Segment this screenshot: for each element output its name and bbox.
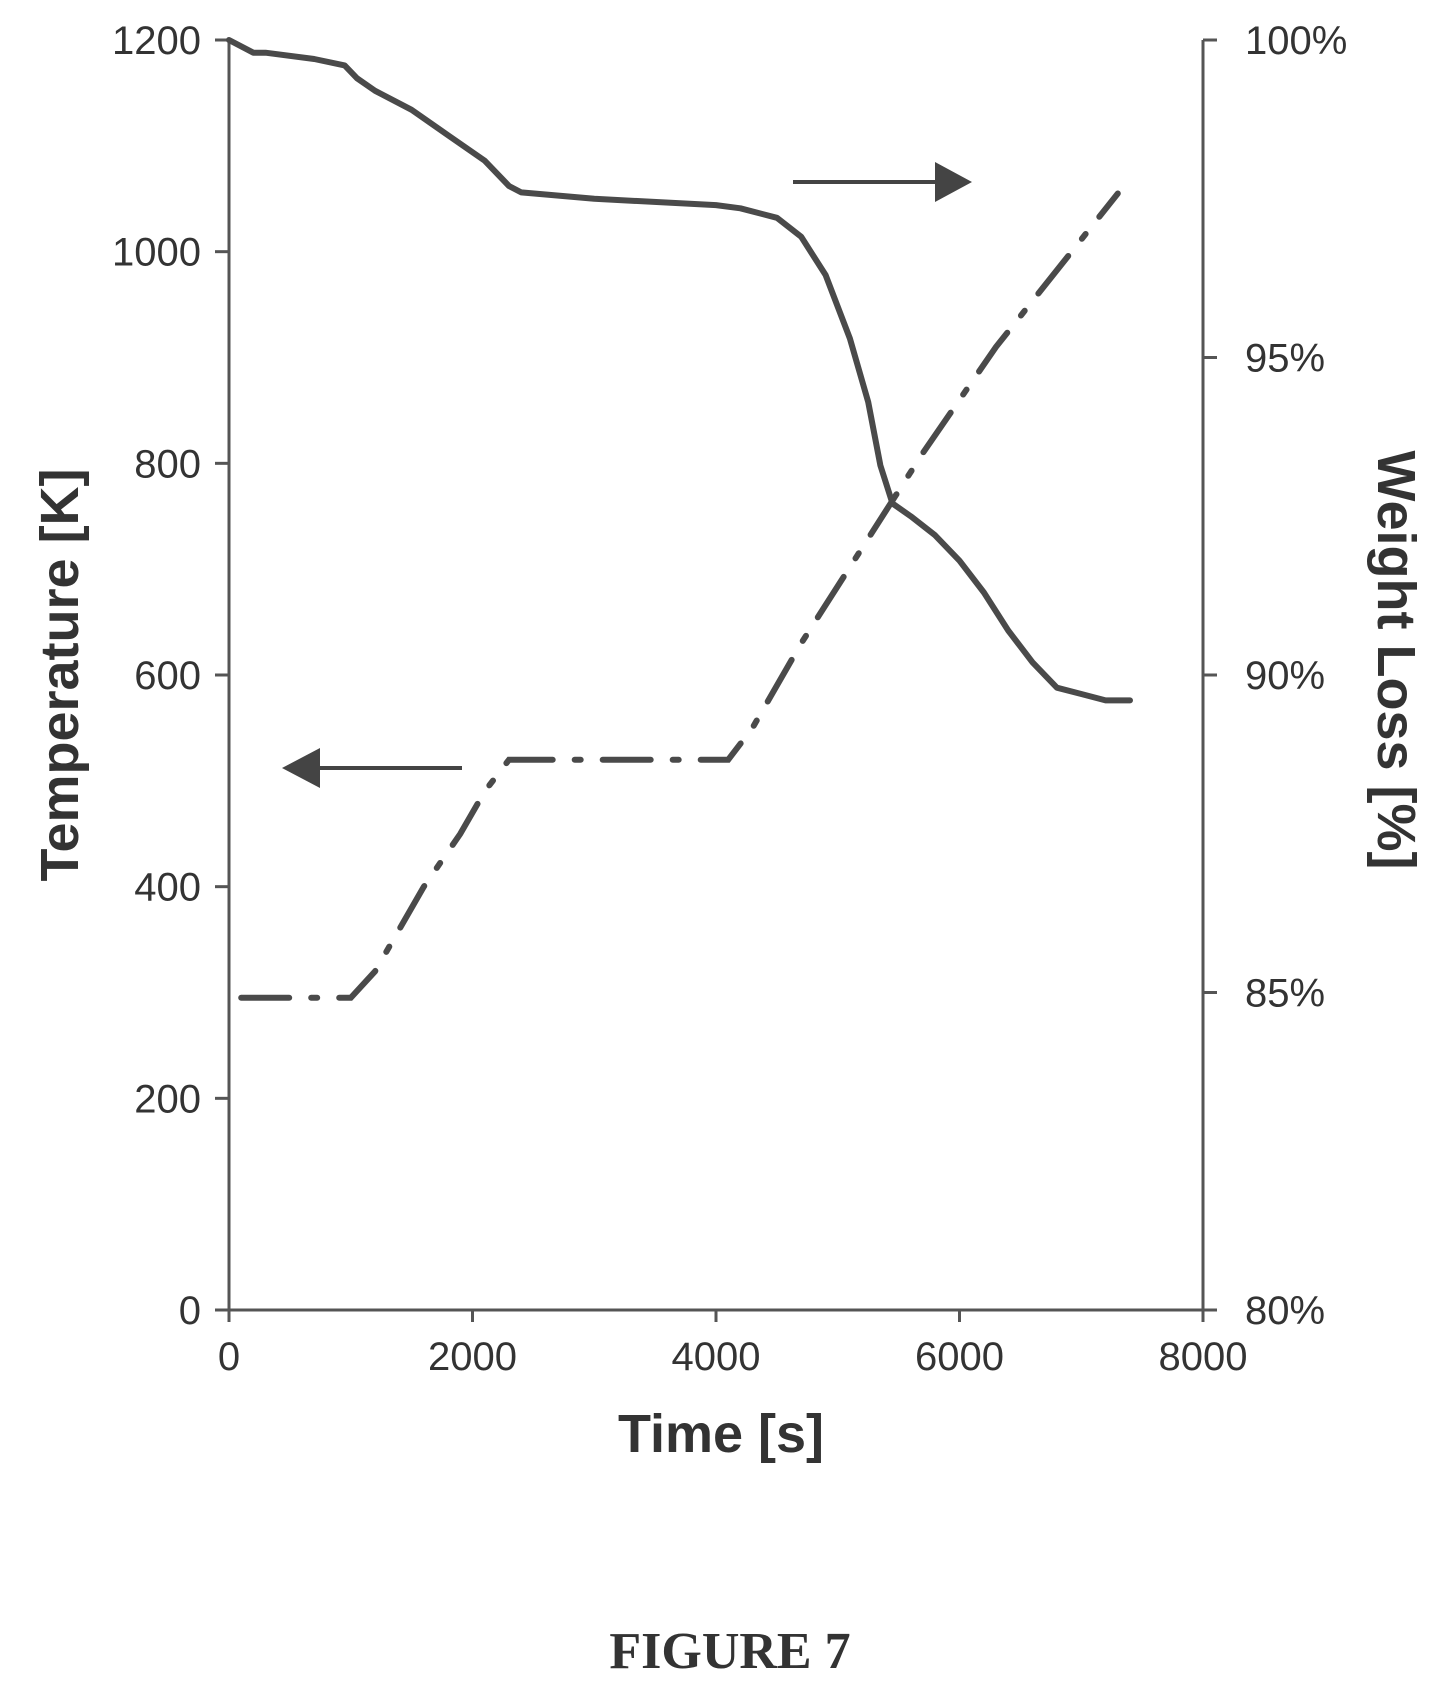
x-tick-label: 4000 [672,1335,761,1379]
x-tick-label: 8000 [1159,1335,1248,1379]
y-left-tick-label: 0 [179,1289,201,1333]
figure-caption: FIGURE 7 [609,1623,850,1680]
y-right-tick-label: 90% [1245,654,1325,698]
temperature-line [238,190,1121,1001]
y-left-tick-label: 400 [134,866,201,910]
y-axis-right-title: Weight Loss [%] [1366,450,1426,869]
y-axis-left-title: Temperature [K] [30,468,90,881]
x-tick-label: 0 [218,1335,240,1379]
y-right-tick-label: 85% [1245,972,1325,1016]
y-right-tick-label: 100% [1245,19,1347,63]
y-right-tick-label: 80% [1245,1289,1325,1333]
right-arrow-head [935,162,972,202]
x-tick-label: 6000 [915,1335,1004,1379]
x-axis-title: Time [s] [618,1404,824,1464]
y-left-tick-label: 1000 [112,231,201,275]
y-left-tick-label: 600 [134,654,201,698]
y-right-tick-label: 95% [1245,337,1325,381]
y-left-tick-label: 800 [134,442,201,486]
y-left-tick-label: 1200 [112,19,201,63]
y-left-tick-label: 200 [134,1077,201,1121]
left-arrow-head [282,748,320,788]
x-tick-label: 2000 [428,1335,517,1379]
weight-loss-line [226,37,1133,704]
